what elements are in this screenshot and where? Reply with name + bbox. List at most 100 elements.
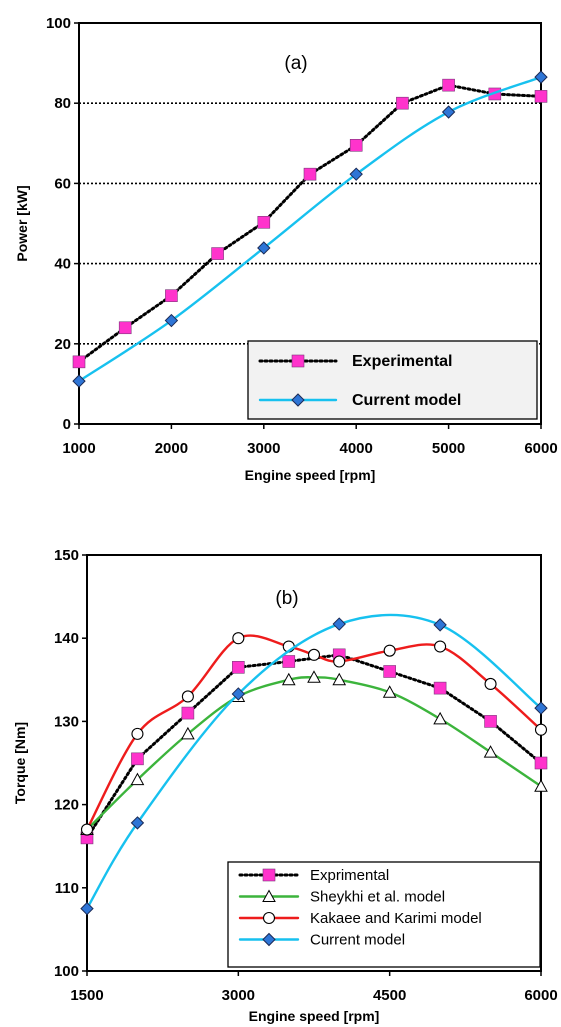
x-tick-label: 6000 (524, 440, 557, 457)
point-exprimental-9 (534, 756, 548, 770)
y-tick-label: 150 (54, 547, 79, 564)
point-experimental (291, 354, 305, 368)
y-tick-label: 60 (54, 175, 71, 192)
x-tick-label: 5000 (432, 440, 465, 457)
point-current-model-2 (231, 687, 246, 701)
legend: Experimental Current model (247, 340, 538, 420)
x-tick-label: 6000 (524, 987, 557, 1004)
point-experimental-5 (303, 167, 317, 181)
point-exprimental-2 (181, 706, 195, 720)
point-current-model-0 (80, 901, 94, 916)
point-current-model-5 (534, 70, 548, 84)
point-sheykhi-et-al-model-2 (181, 726, 195, 740)
point-experimental-3 (211, 247, 224, 260)
point-experimental-0 (72, 355, 86, 369)
plot-area (78, 22, 542, 425)
point-exprimental-1 (131, 752, 144, 766)
point-sheykhi-et-al-model-8 (433, 711, 447, 725)
y-tick-label: 130 (54, 713, 79, 730)
legend-entry: Sheykhi et al. model (310, 889, 445, 906)
legend-box (227, 861, 541, 968)
series-current-model (72, 70, 548, 388)
point-kakaee-and-karimi-model-10 (534, 723, 548, 736)
point-current-model-1 (164, 313, 179, 328)
point-current-model (262, 932, 276, 947)
point-kakaee-and-karimi-model (262, 911, 276, 925)
y-axis-label: Power [kW] (14, 185, 30, 261)
point-sheykhi-et-al-model (262, 889, 276, 902)
point-current-model-1 (130, 816, 145, 830)
point-sheykhi-et-al-model-9 (483, 745, 498, 758)
point-current-model-3 (349, 167, 363, 181)
point-kakaee-and-karimi-model-2 (181, 690, 194, 703)
point-current-model (291, 393, 305, 407)
legend-entry: Kakaee and Karimi model (310, 910, 482, 927)
x-tick-label: 4000 (340, 440, 373, 457)
chart-panel-a: 1000 2000 3000 4000 5000 6000 0 20 40 60 80 100 Engi… (14, 15, 558, 483)
point-experimental-8 (442, 78, 455, 92)
x-tick-label: 3000 (222, 987, 255, 1004)
x-tick-label: 4500 (373, 987, 406, 1004)
legend-entry: Experimental (352, 353, 452, 370)
y-tick-label: 120 (54, 797, 79, 814)
point-current-model-0 (72, 374, 86, 388)
series-experimental (72, 78, 548, 369)
point-sheykhi-et-al-model-4 (281, 672, 296, 686)
y-axis-label: Torque [Nm] (12, 722, 28, 804)
point-exprimental-8 (484, 715, 497, 728)
legend-box (247, 340, 538, 420)
point-kakaee-and-karimi-model-1 (131, 727, 144, 740)
legend-entry: Current model (352, 392, 461, 409)
point-experimental-6 (349, 139, 363, 152)
y-tick-label: 100 (46, 15, 71, 32)
series-line (85, 676, 543, 831)
point-kakaee-and-karimi-model-0 (80, 823, 94, 836)
panel-label: (a) (284, 53, 307, 74)
point-kakaee-and-karimi-model-8 (434, 640, 447, 653)
x-tick-label: 1000 (62, 440, 95, 457)
legend-entry: Exprimental (310, 867, 389, 884)
point-kakaee-and-karimi-model-6 (333, 655, 346, 668)
point-experimental-7 (396, 96, 409, 110)
x-axis-label: Engine speed [rpm] (245, 467, 376, 483)
legend-entry: Current model (310, 932, 405, 949)
point-exprimental-6 (383, 665, 396, 678)
point-sheykhi-et-al-model-10 (534, 779, 548, 792)
point-kakaee-and-karimi-model-9 (484, 677, 497, 691)
point-current-model-4 (441, 105, 456, 119)
legend: Exprimental Sheykhi et al. model Kakaee an… (227, 861, 541, 968)
y-tick-label: 140 (54, 630, 79, 647)
point-exprimental-3 (232, 661, 245, 674)
point-kakaee-and-karimi-model-5 (307, 648, 321, 661)
series-sheykhi-et-al-model (80, 670, 548, 836)
y-tick-label: 100 (54, 963, 79, 980)
point-exprimental-7 (433, 681, 447, 695)
series-current-model (80, 613, 548, 916)
x-axis-label: Engine speed [rpm] (249, 1008, 380, 1024)
point-current-model-5 (534, 701, 548, 715)
point-sheykhi-et-al-model-7 (382, 685, 397, 698)
series-line (85, 634, 543, 831)
x-tick-label: 3000 (247, 440, 280, 457)
point-current-model-4 (433, 618, 447, 632)
point-sheykhi-et-al-model-6 (332, 672, 347, 686)
series-kakaee-and-karimi-model (80, 632, 548, 836)
point-exprimental (262, 868, 276, 882)
chart-panel-b: 1500 3000 4500 6000 100 110 120 130 140 150 Engine… (12, 547, 558, 1024)
point-exprimental-4 (282, 655, 296, 668)
y-tick-label: 80 (54, 95, 71, 112)
y-tick-label: 0 (63, 416, 71, 433)
point-sheykhi-et-al-model-1 (130, 772, 145, 786)
panel-label: (b) (275, 588, 298, 609)
point-experimental-4 (257, 215, 271, 229)
point-experimental-1 (118, 321, 132, 335)
point-current-model-3 (332, 617, 346, 631)
series-line (77, 75, 543, 383)
x-tick-label: 2000 (155, 440, 188, 457)
point-current-model-2 (257, 241, 271, 255)
series-line (77, 83, 543, 364)
y-tick-label: 110 (55, 880, 79, 897)
point-experimental-2 (165, 289, 178, 302)
point-experimental-10 (534, 90, 548, 103)
